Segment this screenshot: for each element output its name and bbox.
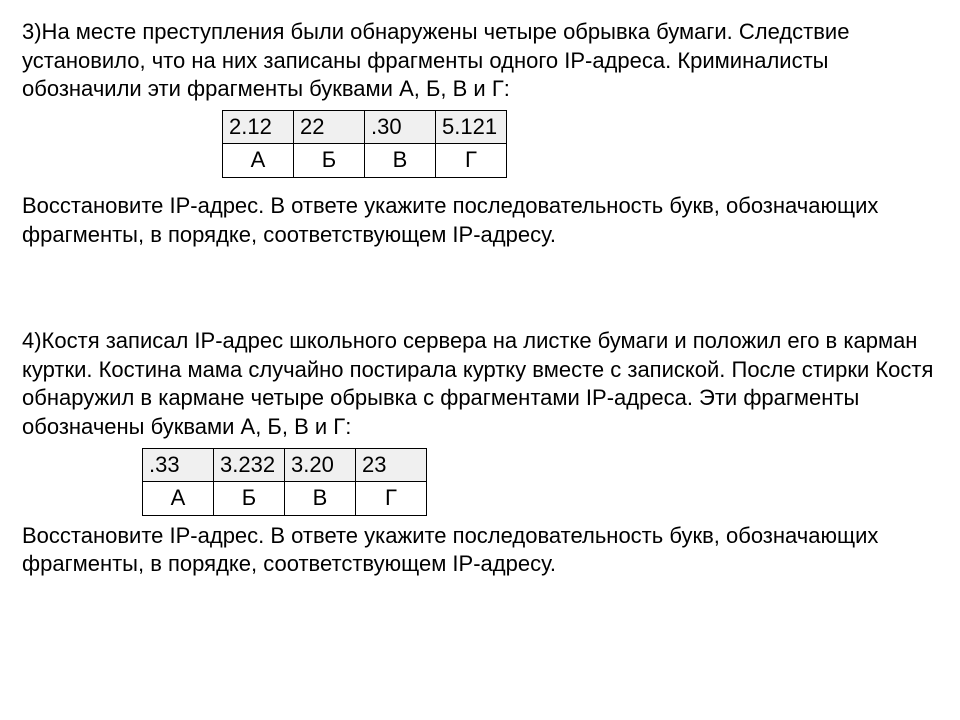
fragment-label: Б [294, 144, 365, 178]
problem3-table-wrap: 2.12 22 .30 5.121 А Б В Г [222, 110, 938, 178]
fragment-label: А [143, 482, 214, 516]
problem3-text1: 3)На месте преступления были обнаружены … [22, 18, 938, 104]
problem4-table-wrap: .33 3.232 3.20 23 А Б В Г [142, 448, 938, 516]
fragment-label: А [223, 144, 294, 178]
fragment-value: 23 [356, 448, 427, 482]
fragment-label: Г [436, 144, 507, 178]
fragment-value: .30 [365, 110, 436, 144]
problem4-table: .33 3.232 3.20 23 А Б В Г [142, 448, 427, 516]
table-row: А Б В Г [143, 482, 427, 516]
fragment-label: В [365, 144, 436, 178]
problem4-text2: Восстановите IP-адрес. В ответе укажите … [22, 522, 938, 579]
table-row: А Б В Г [223, 144, 507, 178]
fragment-label: Г [356, 482, 427, 516]
fragment-value: 2.12 [223, 110, 294, 144]
table-row: 2.12 22 .30 5.121 [223, 110, 507, 144]
document-page: 3)На месте преступления были обнаружены … [0, 0, 960, 579]
fragment-label: В [285, 482, 356, 516]
fragment-value: 22 [294, 110, 365, 144]
fragment-value: .33 [143, 448, 214, 482]
spacer [22, 255, 938, 327]
problem3-table: 2.12 22 .30 5.121 А Б В Г [222, 110, 507, 178]
table-row: .33 3.232 3.20 23 [143, 448, 427, 482]
problem4-text1: 4)Костя записал IP-адрес школьного серве… [22, 327, 938, 441]
fragment-label: Б [214, 482, 285, 516]
fragment-value: 5.121 [436, 110, 507, 144]
problem3-text2: Восстановите IP-адрес. В ответе укажите … [22, 192, 938, 249]
fragment-value: 3.232 [214, 448, 285, 482]
fragment-value: 3.20 [285, 448, 356, 482]
